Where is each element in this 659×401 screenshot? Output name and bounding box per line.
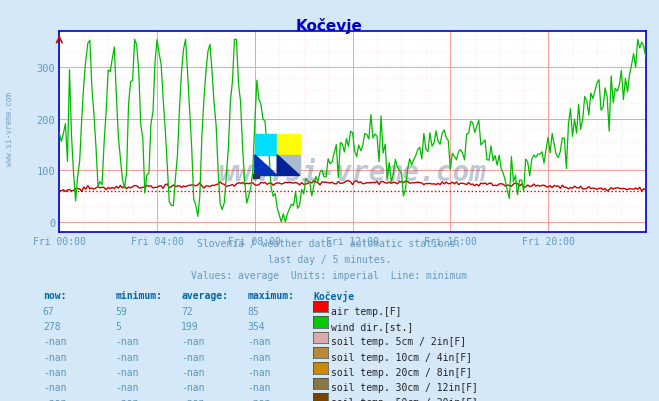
Text: -nan: -nan: [115, 382, 139, 392]
Text: www.si-vreme.com: www.si-vreme.com: [5, 91, 14, 165]
Text: last day / 5 minutes.: last day / 5 minutes.: [268, 255, 391, 265]
Text: -nan: -nan: [115, 367, 139, 377]
Text: maximum:: maximum:: [247, 291, 294, 301]
Bar: [255, 135, 277, 156]
Text: 59: 59: [115, 306, 127, 316]
Text: -nan: -nan: [43, 382, 67, 392]
Text: -nan: -nan: [115, 397, 139, 401]
Text: -nan: -nan: [181, 352, 205, 362]
Text: Values: average  Units: imperial  Line: minimum: Values: average Units: imperial Line: mi…: [191, 271, 468, 281]
Text: air temp.[F]: air temp.[F]: [331, 306, 402, 316]
Text: -nan: -nan: [43, 367, 67, 377]
Polygon shape: [277, 156, 300, 176]
Text: -nan: -nan: [43, 352, 67, 362]
Text: 199: 199: [181, 321, 199, 331]
Text: -nan: -nan: [247, 382, 271, 392]
Text: -nan: -nan: [43, 397, 67, 401]
Text: soil temp. 50cm / 20in[F]: soil temp. 50cm / 20in[F]: [331, 397, 478, 401]
Bar: [253, 174, 259, 178]
Text: -nan: -nan: [43, 336, 67, 346]
Text: Slovenia / weather data - automatic stations.: Slovenia / weather data - automatic stat…: [197, 239, 462, 249]
Text: -nan: -nan: [247, 397, 271, 401]
Text: now:: now:: [43, 291, 67, 301]
Text: -nan: -nan: [181, 336, 205, 346]
Text: Kočevje: Kočevje: [296, 18, 363, 34]
Text: wind dir.[st.]: wind dir.[st.]: [331, 321, 414, 331]
Text: -nan: -nan: [247, 336, 271, 346]
Text: 72: 72: [181, 306, 193, 316]
Text: -nan: -nan: [181, 367, 205, 377]
Bar: [277, 135, 300, 156]
Text: -nan: -nan: [181, 397, 205, 401]
Text: -nan: -nan: [115, 336, 139, 346]
Polygon shape: [255, 156, 277, 176]
Text: soil temp. 5cm / 2in[F]: soil temp. 5cm / 2in[F]: [331, 336, 467, 346]
Text: 354: 354: [247, 321, 265, 331]
Text: -nan: -nan: [115, 352, 139, 362]
Text: soil temp. 30cm / 12in[F]: soil temp. 30cm / 12in[F]: [331, 382, 478, 392]
Text: -nan: -nan: [247, 352, 271, 362]
Polygon shape: [277, 156, 300, 176]
Text: Kočevje: Kočevje: [313, 291, 354, 302]
Text: -nan: -nan: [181, 382, 205, 392]
Text: 67: 67: [43, 306, 55, 316]
Text: average:: average:: [181, 291, 228, 301]
Text: 85: 85: [247, 306, 259, 316]
Text: soil temp. 10cm / 4in[F]: soil temp. 10cm / 4in[F]: [331, 352, 473, 362]
Text: www.si-vreme.com: www.si-vreme.com: [219, 158, 486, 186]
Text: 5: 5: [115, 321, 121, 331]
Text: minimum:: minimum:: [115, 291, 162, 301]
Text: -nan: -nan: [247, 367, 271, 377]
Text: 278: 278: [43, 321, 61, 331]
Text: soil temp. 20cm / 8in[F]: soil temp. 20cm / 8in[F]: [331, 367, 473, 377]
